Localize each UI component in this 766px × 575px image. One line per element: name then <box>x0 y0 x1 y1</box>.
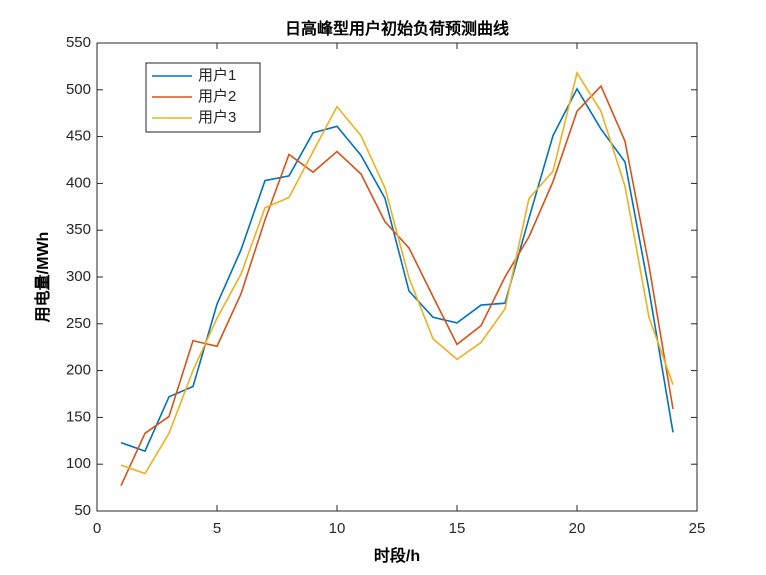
axes-box <box>96 42 698 512</box>
series-line <box>120 87 674 453</box>
y-tick-label: 250 <box>66 315 91 332</box>
y-tick-label: 500 <box>66 81 91 98</box>
y-tick-label: 450 <box>66 128 91 145</box>
x-tick-label: 5 <box>213 520 221 537</box>
x-tick-label: 15 <box>449 520 466 537</box>
x-tick-label: 10 <box>329 520 346 537</box>
x-tick-label: 20 <box>569 520 586 537</box>
x-axis-label: 时段/h <box>374 546 420 565</box>
y-axis-label: 用电量/MWh <box>33 232 52 323</box>
y-tick-label: 200 <box>66 362 91 379</box>
legend-label: 用户3 <box>198 109 236 126</box>
y-tick-label: 400 <box>66 174 91 191</box>
x-tick-label: 25 <box>689 520 706 537</box>
chart-title: 日高峰型用户初始负荷预测曲线 <box>285 19 509 38</box>
y-tick-label: 100 <box>66 455 91 472</box>
y-tick-label: 550 <box>66 34 91 51</box>
y-tick-label: 50 <box>74 502 91 519</box>
y-tick-label: 150 <box>66 408 91 425</box>
x-tick-label: 0 <box>93 520 101 537</box>
series-line <box>120 70 674 475</box>
y-tick-label: 300 <box>66 268 91 285</box>
legend-label: 用户1 <box>198 67 236 84</box>
legend-label: 用户2 <box>198 88 236 105</box>
y-tick-label: 350 <box>66 221 91 238</box>
